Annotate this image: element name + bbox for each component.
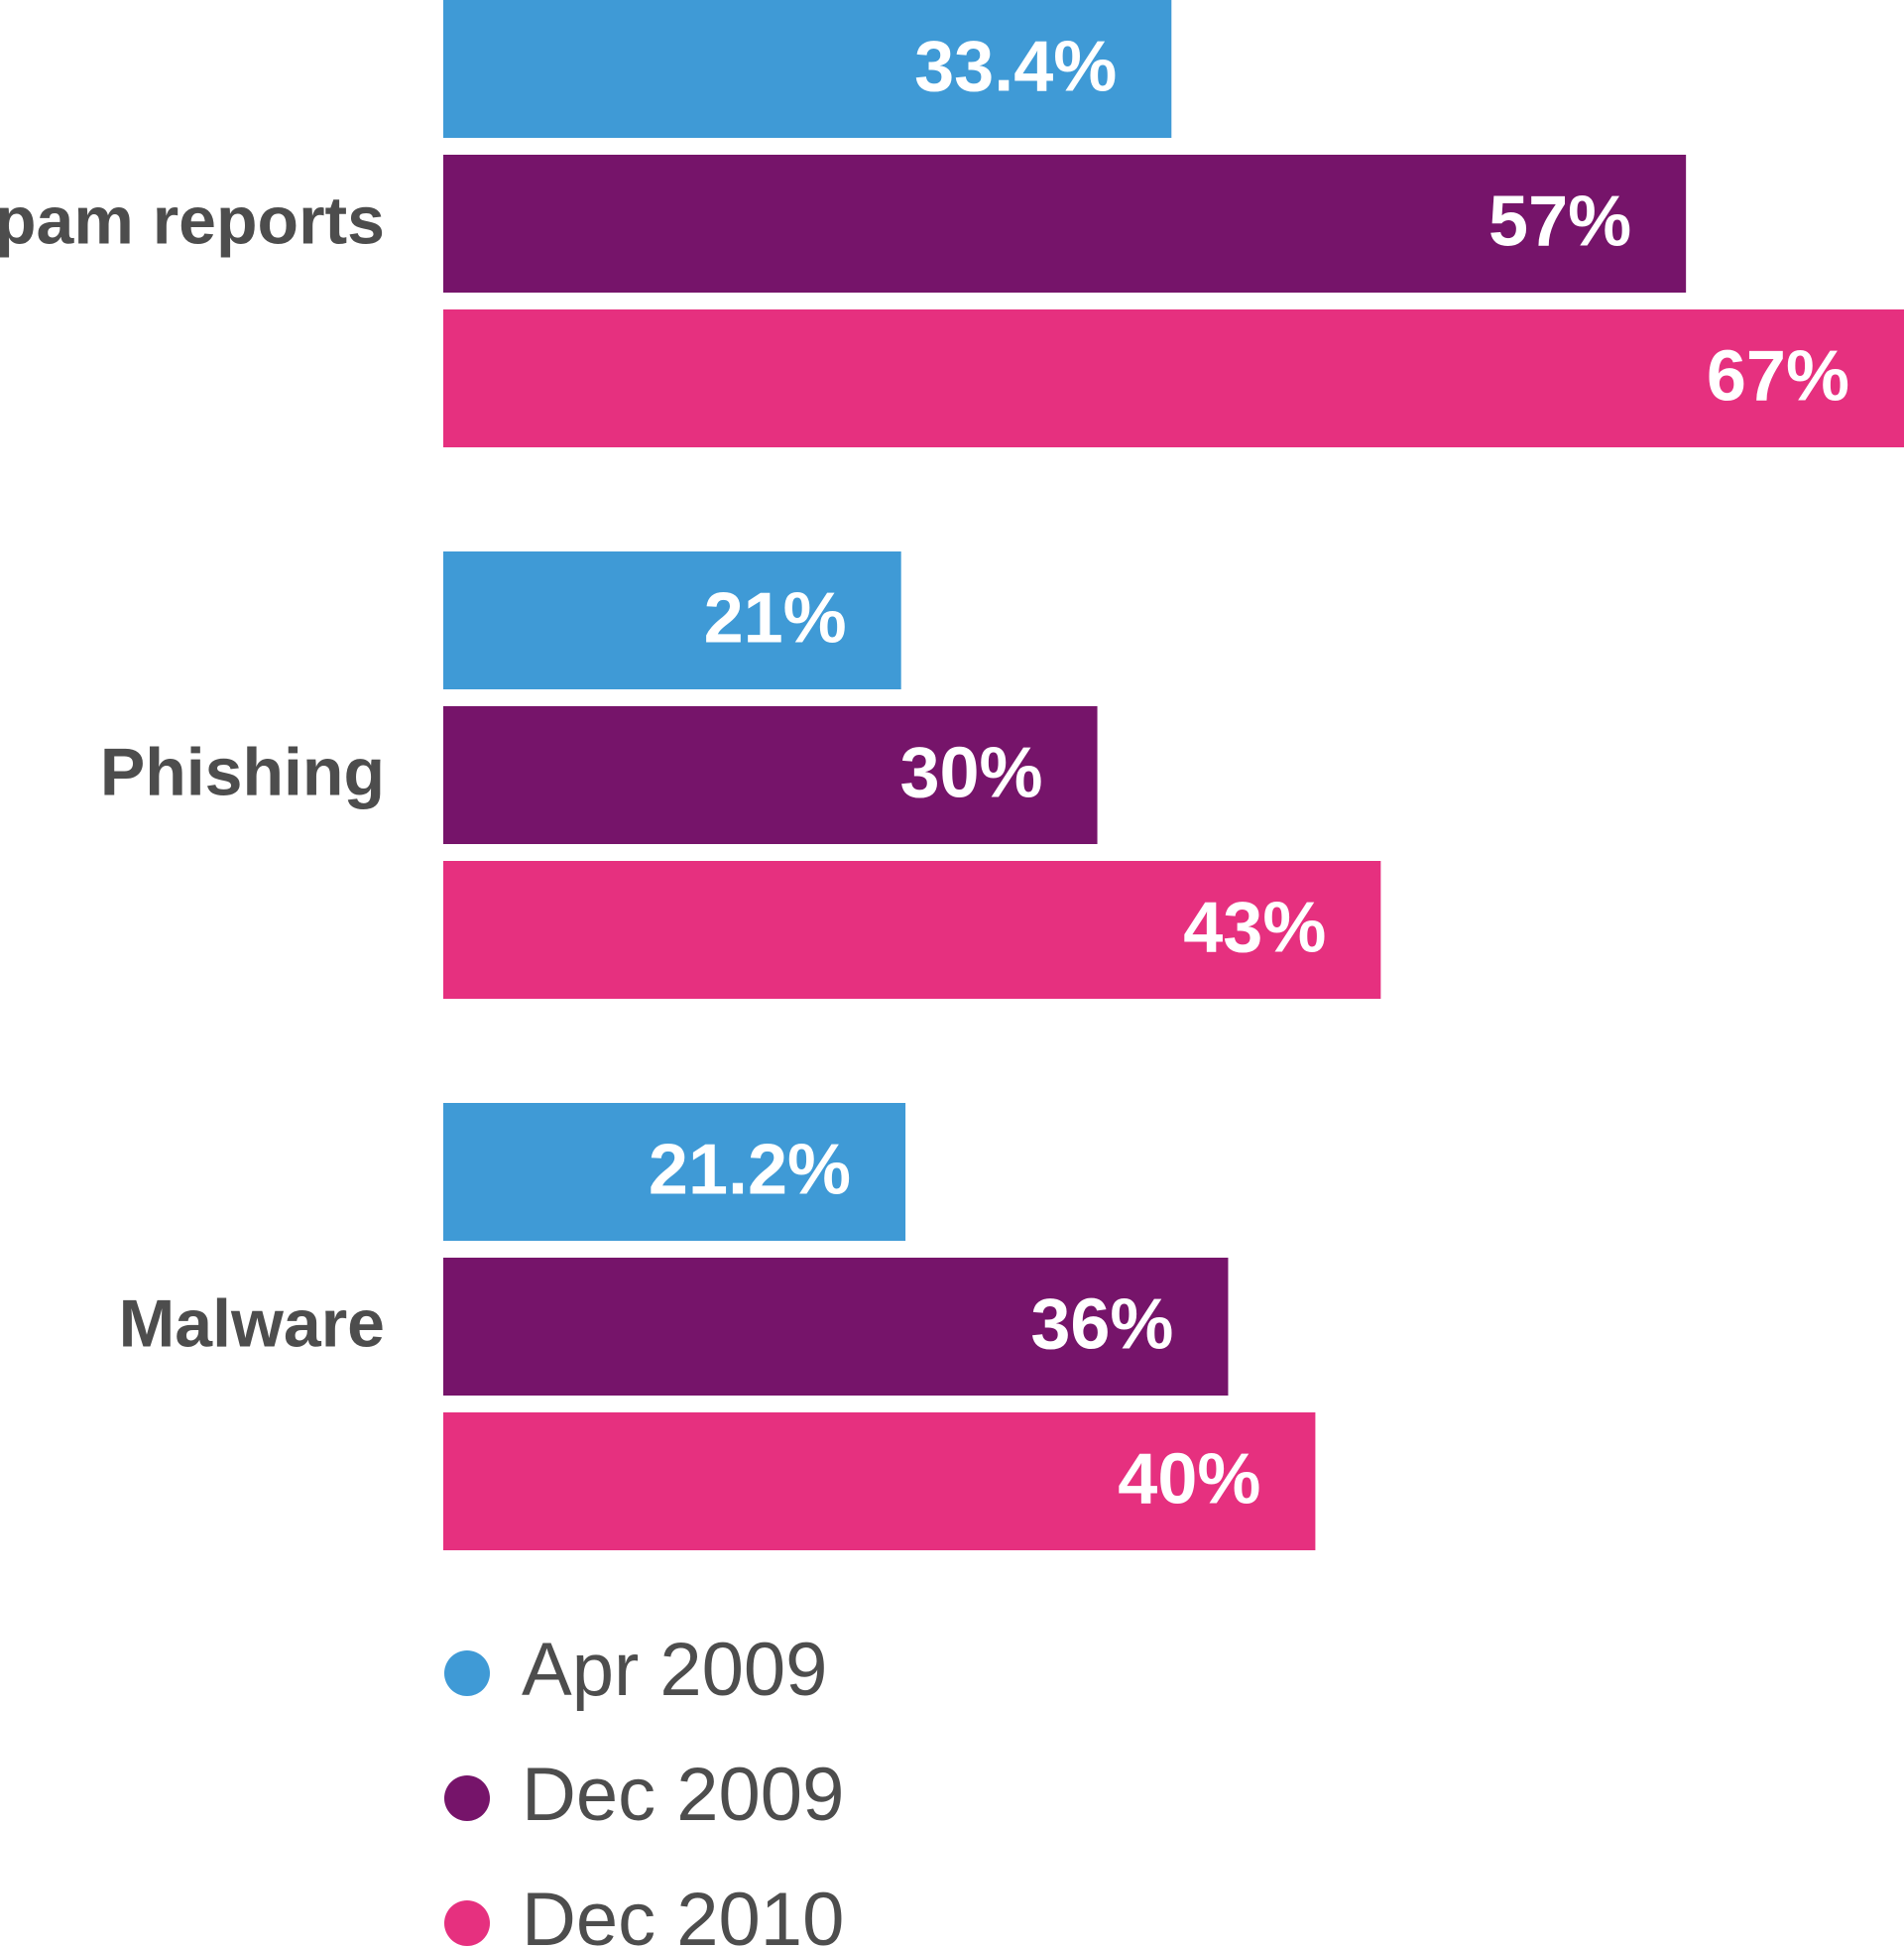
bar — [443, 706, 1098, 844]
bar — [443, 1103, 906, 1241]
value-label: 36% — [1030, 1285, 1173, 1365]
category-label: Malware — [119, 1285, 385, 1361]
legend-label: Dec 2010 — [522, 1878, 844, 1948]
bar — [443, 0, 1172, 138]
value-label: 40% — [1118, 1440, 1260, 1520]
bar — [443, 155, 1687, 293]
value-label: 21% — [704, 579, 847, 659]
value-label: 33.4% — [914, 28, 1117, 107]
bar — [443, 1412, 1316, 1550]
value-label: 30% — [899, 734, 1042, 813]
legend-marker — [444, 1900, 490, 1946]
value-label: 57% — [1488, 183, 1631, 262]
legend-marker — [444, 1775, 490, 1821]
value-label: 67% — [1707, 337, 1849, 417]
legend-marker — [444, 1650, 490, 1696]
bar — [443, 1258, 1229, 1396]
bar — [443, 551, 901, 689]
legend-label: Dec 2009 — [522, 1753, 844, 1837]
bar — [443, 861, 1381, 999]
value-label: 43% — [1183, 889, 1326, 968]
category-label: Phishing — [100, 734, 385, 809]
category-label: Spam reports — [0, 183, 385, 258]
bar — [443, 309, 1904, 447]
legend-label: Apr 2009 — [522, 1628, 827, 1712]
value-label: 21.2% — [649, 1131, 851, 1210]
